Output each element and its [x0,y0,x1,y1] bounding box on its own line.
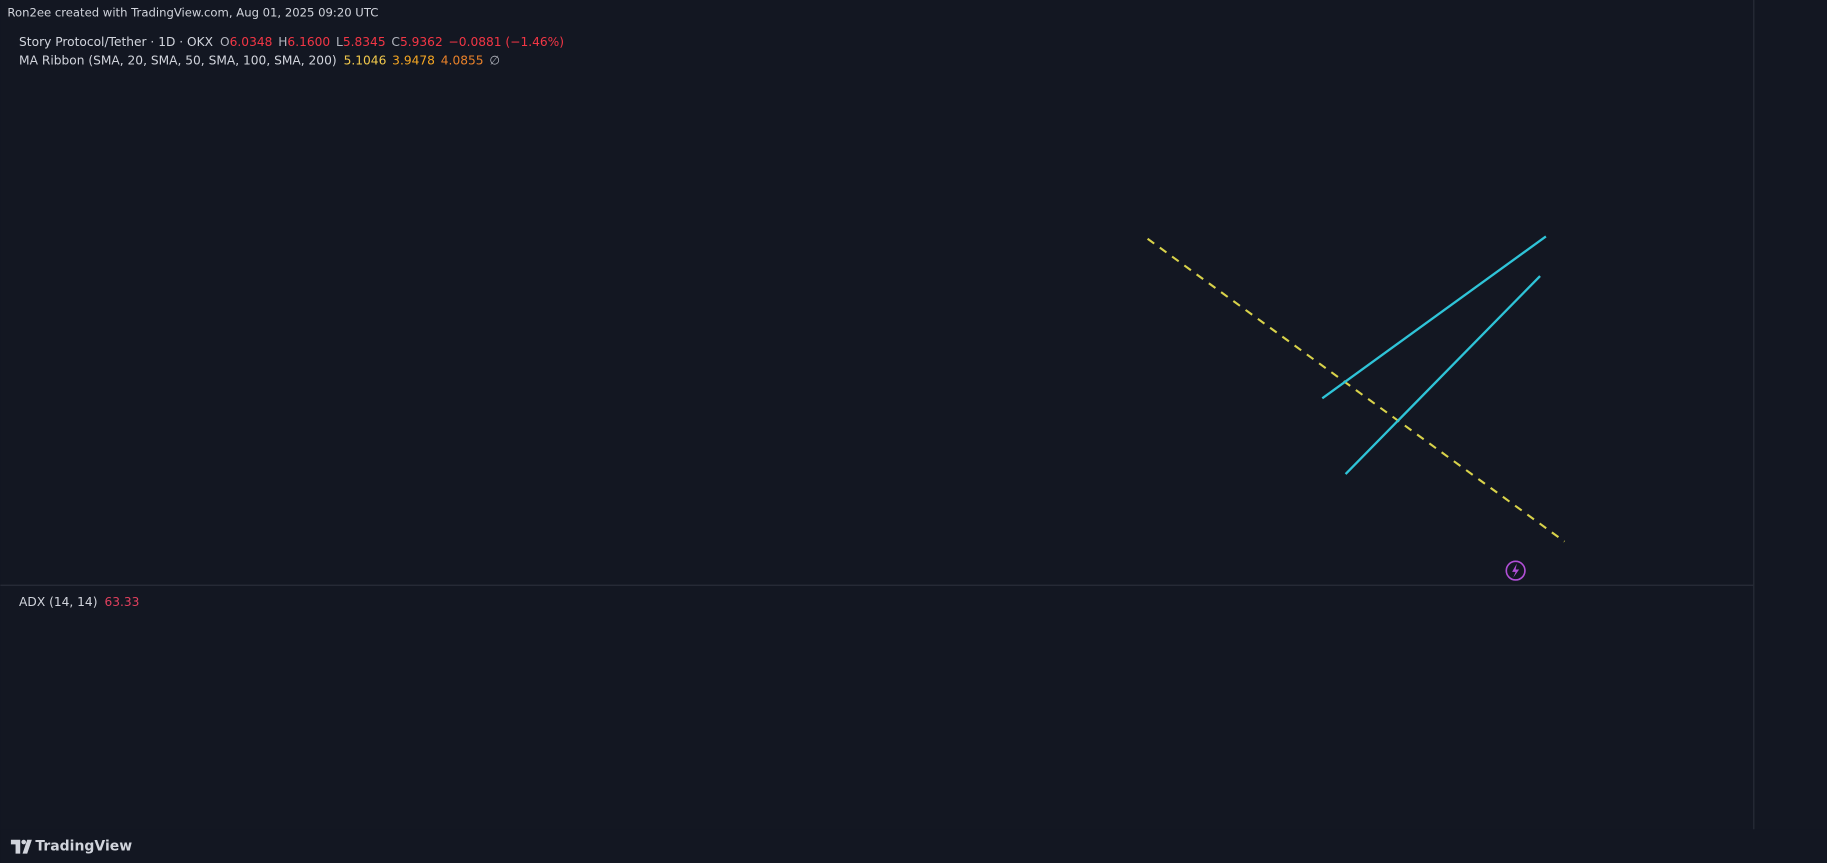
ma-value: 4.0855 [441,53,484,67]
legend-adx: ADX (14, 14) 63.33 [19,595,139,609]
adx-title: ADX (14, 14) [19,595,97,609]
symbol-title: Story Protocol/Tether · 1D · OKX [19,34,213,48]
ohlc-value: 5.8345 [343,34,386,48]
alert-bolt [1512,563,1520,578]
drawings [1146,235,1566,581]
ohlc-value: 6.1600 [287,34,330,48]
ma-title: MA Ribbon (SMA, 20, SMA, 50, SMA, 100, S… [19,53,337,67]
ma-value: 5.1046 [344,53,387,67]
logo-mark [10,839,32,854]
ohlc-value: 6.0348 [230,34,273,48]
ohlc-key: O [220,34,230,48]
wedge-lower [1344,275,1541,475]
legend-ma: MA Ribbon (SMA, 20, SMA, 50, SMA, 100, S… [19,53,500,67]
ma-na: ∅ [489,53,500,67]
alert-icon[interactable] [1505,560,1526,581]
ohlc-value: 5.9362 [400,34,443,48]
footer-logo: TradingView [10,839,132,855]
ma-value: 3.9478 [392,53,435,67]
trend-dashed [1146,237,1566,543]
ohlc-key: C [391,34,400,48]
footer-bar [0,829,1827,863]
attribution: Ron2ee created with TradingView.com, Aug… [7,5,378,19]
logo-dot [21,839,27,845]
ohlc-key: L [336,34,343,48]
adx-value: 63.33 [104,595,139,609]
change: −0.0881 (−1.46%) [449,34,564,48]
wedge-upper [1321,235,1547,400]
footer-text: TradingView [35,839,132,855]
ohlc-key: H [278,34,287,48]
legend-main: Story Protocol/Tether · 1D · OKX O6.0348 H… [19,34,564,48]
